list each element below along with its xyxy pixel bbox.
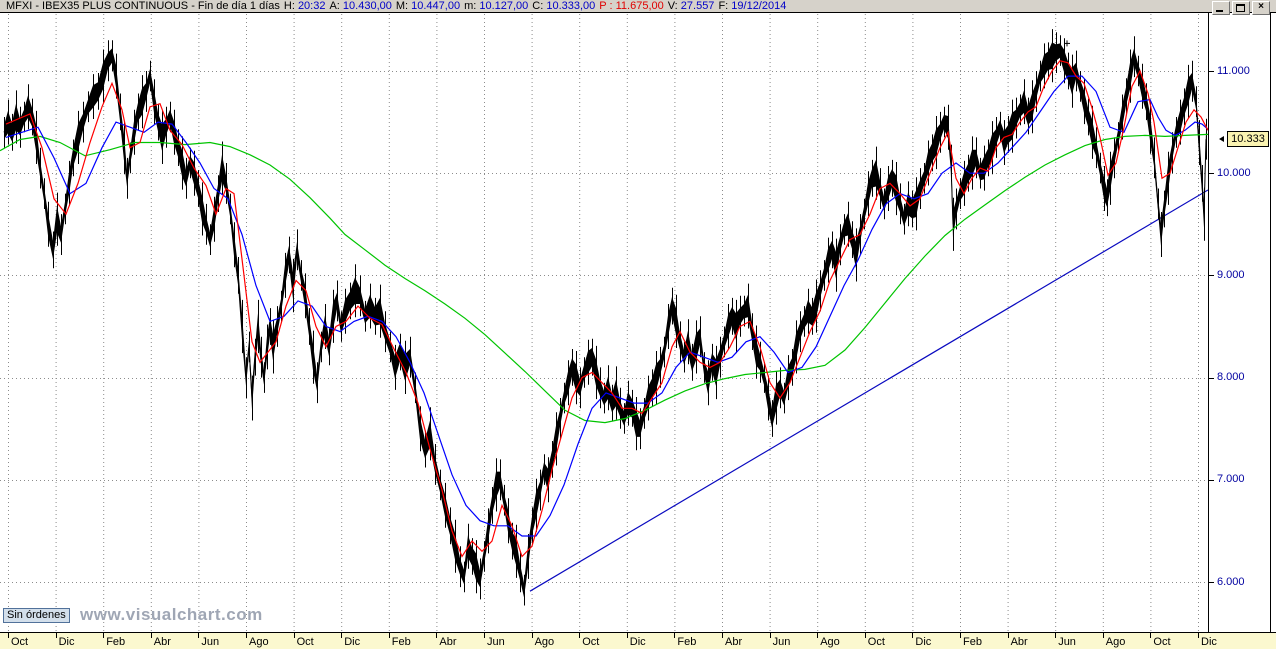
time-axis-label: Feb <box>391 636 411 648</box>
visualchart-watermark: www.visualchart.com <box>80 605 263 624</box>
time-axis-label: Jun <box>201 636 220 648</box>
close-button[interactable]: × <box>1252 1 1270 15</box>
time-axis-label: Jun <box>487 636 505 648</box>
time-axis-label: Ago <box>1105 636 1126 648</box>
time-axis-label: Oct <box>296 636 314 648</box>
quote-field: H: 20:32 <box>283 0 326 12</box>
quote-field: P : 11.675,00 <box>599 0 664 12</box>
window-title: MFXI - IBEX35 PLUS CONTINUOUS - Fin de d… <box>6 0 280 12</box>
price-candles-body <box>4 42 1206 598</box>
minimize-icon <box>1216 10 1223 12</box>
time-axis: Oct Dic Feb Abr Jun Ago Oct Dic Feb Abr Jun Ago Oct D… <box>0 633 1276 649</box>
price-axis-label: 7.000 <box>1217 473 1245 486</box>
time-axis-label: Dic <box>629 636 646 648</box>
time-axis-tick <box>864 633 866 638</box>
time-axis-label: Feb <box>677 636 697 648</box>
time-axis-tick <box>579 633 581 638</box>
time-axis-tick <box>769 633 771 638</box>
time-axis-label: Abr <box>725 636 743 648</box>
time-axis-tick <box>626 633 628 638</box>
quote-field: V: 27.557 <box>667 0 715 12</box>
time-axis-label: Oct <box>1153 636 1171 648</box>
restore-icon <box>1236 4 1245 12</box>
time-axis-tick <box>960 633 961 638</box>
chart-frame <box>0 13 1276 633</box>
time-axis-tick <box>150 633 152 638</box>
time-axis-label: Oct <box>582 636 600 648</box>
time-axis-tick <box>55 633 57 638</box>
time-axis-tick <box>531 633 533 638</box>
time-axis-tick <box>246 633 247 638</box>
price-chart-canvas[interactable] <box>0 0 1276 633</box>
window-titlebar: MFXI - IBEX35 PLUS CONTINUOUS - Fin de d… <box>0 0 1276 13</box>
no-orders-chip[interactable]: Sin órdenes <box>3 608 70 623</box>
quote-field: m: 10.127,00 <box>464 0 529 12</box>
price-axis-label: 8.000 <box>1217 371 1245 384</box>
time-axis-tick <box>388 633 390 638</box>
last-price-badge: 10.333 <box>1227 131 1269 148</box>
time-axis-label: Ago <box>820 636 840 648</box>
time-axis-label: Abr <box>439 636 457 648</box>
high-marker-icon <box>1064 40 1070 47</box>
quote-field: A: 10.430,00 <box>329 0 392 12</box>
time-axis-label: Jun <box>772 636 791 648</box>
plot-area <box>0 14 1208 632</box>
last-price-arrow-icon <box>1219 136 1224 143</box>
trendline <box>529 189 1208 592</box>
time-axis-label: Oct <box>867 636 885 648</box>
minimize-button[interactable] <box>1212 1 1230 15</box>
time-axis-label: Dic <box>1201 636 1217 648</box>
time-axis-label: Jun <box>1058 636 1076 648</box>
restore-button[interactable] <box>1232 1 1250 15</box>
time-axis-tick <box>1007 633 1009 638</box>
price-axis-label: 11.000 <box>1217 64 1250 77</box>
grid-lines <box>0 14 1208 632</box>
quote-fields: H: 20:32 A: 10.430,00 M: 10.447,00 m: 10.12… <box>284 0 790 12</box>
time-axis-tick <box>484 633 485 638</box>
time-axis-tick <box>912 633 914 638</box>
time-axis-tick <box>198 633 200 638</box>
time-axis-tick <box>1055 633 1057 638</box>
time-axis-label: Dic <box>915 636 932 648</box>
close-icon: × <box>1258 1 1264 12</box>
price-axis-label: 9.000 <box>1217 268 1245 281</box>
quote-field: F: 19/12/2014 <box>718 0 787 12</box>
time-axis-label: Feb <box>963 636 982 648</box>
price-close-line <box>3 49 1207 591</box>
time-axis-label: Dic <box>58 636 75 648</box>
time-axis-label: Oct <box>11 636 29 648</box>
quote-field: C: 10.333,00 <box>532 0 596 12</box>
time-axis-tick <box>722 633 723 638</box>
ma-slow-line <box>0 133 1208 424</box>
ma-fast-line <box>5 60 1208 558</box>
time-axis-label: Abr <box>1010 636 1028 648</box>
quote-field: M: 10.447,00 <box>395 0 461 12</box>
time-axis-tick <box>1198 633 1199 638</box>
time-axis-tick <box>1150 633 1152 638</box>
window-controls: × <box>1212 1 1270 15</box>
time-axis-label: Abr <box>153 636 171 648</box>
time-axis-tick <box>8 633 9 638</box>
price-axis-label: 6.000 <box>1217 575 1245 588</box>
time-axis-label: Ago <box>249 636 269 648</box>
time-axis-tick <box>436 633 438 638</box>
time-axis-label: Dic <box>344 636 361 648</box>
time-axis-tick <box>674 633 676 638</box>
time-axis-label: Ago <box>534 636 555 648</box>
time-axis-tick <box>103 633 105 638</box>
time-axis-tick <box>293 633 295 638</box>
time-axis-label: Feb <box>106 636 126 648</box>
price-axis-label: 10.000 <box>1217 166 1251 179</box>
time-axis-tick <box>817 633 819 638</box>
time-axis-tick <box>1102 633 1104 638</box>
time-axis-tick <box>341 633 343 638</box>
